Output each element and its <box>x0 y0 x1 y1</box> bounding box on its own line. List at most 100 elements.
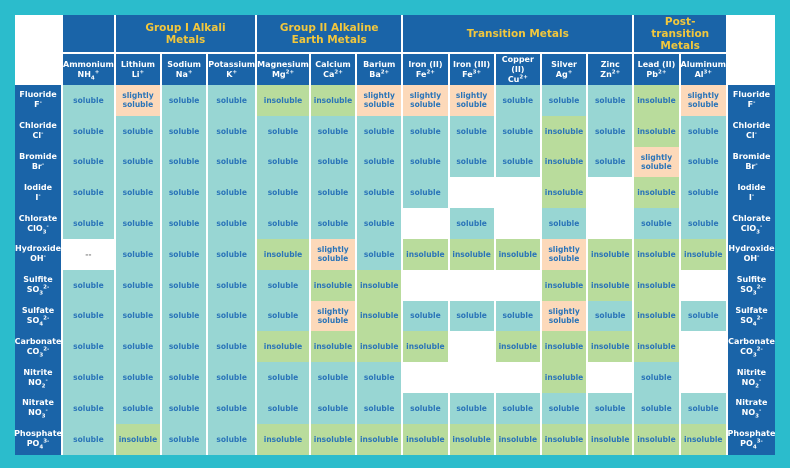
solubility-cell: soluble <box>162 177 207 209</box>
solubility-cell: insoluble <box>257 85 309 116</box>
solubility-cell: insoluble <box>403 238 448 270</box>
solubility-cell: soluble <box>541 85 587 116</box>
solubility-cell: soluble <box>680 177 726 209</box>
solubility-cell: soluble <box>357 208 402 239</box>
cation-header: Silver Ag+ <box>541 52 587 85</box>
solubility-cell: insoluble <box>588 331 633 363</box>
ion-formula: Cl- <box>32 130 44 141</box>
ion-name: Chlorate <box>18 213 58 223</box>
solubility-cell: soluble <box>63 208 114 239</box>
solubility-cell: soluble <box>541 392 587 424</box>
ion-name: Silver <box>551 59 577 69</box>
solubility-cell: soluble <box>63 423 114 455</box>
ion-name: Chloride <box>19 121 57 131</box>
solubility-cell: soluble <box>403 146 448 178</box>
ion-name: Ammonium <box>63 59 114 69</box>
ion-name: Bromide <box>19 151 57 161</box>
ion-name: Chloride <box>732 121 771 131</box>
solubility-cell: insoluble <box>357 423 402 455</box>
solubility-cell: slightly soluble <box>449 85 494 116</box>
ion-formula: ClO3- <box>27 222 49 236</box>
ion-name: Lead (II) <box>637 59 676 69</box>
ion-name: Potassium <box>208 59 256 69</box>
solubility-cell: soluble <box>403 392 448 424</box>
ion-name: Phosphate <box>727 429 776 439</box>
solubility-cell: insoluble <box>257 238 309 270</box>
solubility-cell <box>403 362 448 393</box>
ion-name: Hydroxide <box>728 244 775 254</box>
solubility-cell: soluble <box>257 300 309 332</box>
ion-name: Carbonate <box>14 336 62 346</box>
group-header: Post-transition Metals <box>634 15 726 52</box>
solubility-cell: slightly soluble <box>310 300 356 332</box>
solubility-cell: soluble <box>63 300 114 332</box>
solubility-cell: soluble <box>162 423 207 455</box>
ion-formula: Na+ <box>175 68 193 79</box>
anion-header-right: Bromide Br- <box>727 146 775 178</box>
solubility-cell: insoluble <box>310 331 356 363</box>
ion-name: Chlorate <box>732 213 771 223</box>
ion-formula: PO43- <box>740 438 763 451</box>
ion-formula: I- <box>35 192 41 202</box>
solubility-cell: -- <box>63 238 114 270</box>
solubility-cell: insoluble <box>634 177 679 209</box>
ion-formula: Cu2+ <box>507 73 528 84</box>
solubility-cell: soluble <box>208 238 256 270</box>
cation-header: Ammonium NH4+ <box>63 52 114 85</box>
ion-formula: Fe3+ <box>462 68 482 79</box>
solubility-cell: soluble <box>115 115 161 147</box>
solubility-cell: insoluble <box>541 146 587 178</box>
group-header: Group I Alkali Metals <box>115 15 256 52</box>
ion-formula: Pb2+ <box>646 68 667 79</box>
anion-header-right: Iodide I- <box>727 177 775 209</box>
solubility-cell: soluble <box>208 423 256 455</box>
solubility-cell: insoluble <box>634 423 679 455</box>
solubility-cell <box>449 362 494 393</box>
solubility-cell <box>449 177 494 209</box>
solubility-cell: slightly soluble <box>403 85 448 116</box>
solubility-cell: soluble <box>115 331 161 363</box>
anion-header-left: Chlorate ClO3- <box>15 208 61 239</box>
solubility-cell: insoluble <box>634 331 679 363</box>
anion-header-left: Phosphate PO43- <box>14 423 62 455</box>
cation-header: Calcium Ca2+ <box>310 52 356 85</box>
solubility-cell: soluble <box>310 362 356 393</box>
solubility-cell: soluble <box>208 331 256 363</box>
solubility-cell: insoluble <box>541 115 587 147</box>
solubility-cell: soluble <box>208 269 256 301</box>
ion-name: Sodium <box>167 59 202 69</box>
solubility-cell: soluble <box>162 208 207 239</box>
ion-formula: Ba2+ <box>369 68 390 79</box>
anion-header-right: Hydroxide OH- <box>727 238 775 270</box>
ion-formula: Cl- <box>746 130 757 141</box>
ion-formula: F- <box>34 99 42 110</box>
solubility-cell: soluble <box>257 177 309 209</box>
solubility-cell: soluble <box>162 115 207 147</box>
solubility-cell: insoluble <box>680 423 726 455</box>
solubility-cell <box>449 331 494 363</box>
anion-header-right: Fluoride F- <box>727 85 775 116</box>
ion-formula: K+ <box>226 68 238 79</box>
anion-header-left: Chloride Cl- <box>15 115 61 147</box>
solubility-cell: insoluble <box>541 177 587 209</box>
solubility-cell: soluble <box>162 300 207 332</box>
solubility-cell: soluble <box>403 300 448 332</box>
anion-header-right: Chlorate ClO3- <box>727 208 775 239</box>
solubility-cell <box>680 362 726 393</box>
solubility-cell: soluble <box>310 208 356 239</box>
anion-header-right: Chloride Cl- <box>727 115 775 147</box>
group-header: Group II Alkaline Earth Metals <box>257 15 402 52</box>
anion-header-left: Fluoride F- <box>15 85 61 116</box>
solubility-cell: insoluble <box>588 423 633 455</box>
ion-formula: NH4+ <box>77 68 100 82</box>
solubility-cell: soluble <box>257 392 309 424</box>
solubility-cell: soluble <box>208 362 256 393</box>
ion-formula: Al3+ <box>694 68 712 79</box>
anion-header-left: Nitrite NO2- <box>15 362 61 393</box>
solubility-cell <box>495 208 540 239</box>
ion-name: Iron (III) <box>453 59 491 69</box>
solubility-cell: soluble <box>588 392 633 424</box>
anion-header-right: Nitrate NO3- <box>727 392 775 424</box>
solubility-cell: insoluble <box>495 238 540 270</box>
ion-formula: SO32- <box>26 284 50 297</box>
